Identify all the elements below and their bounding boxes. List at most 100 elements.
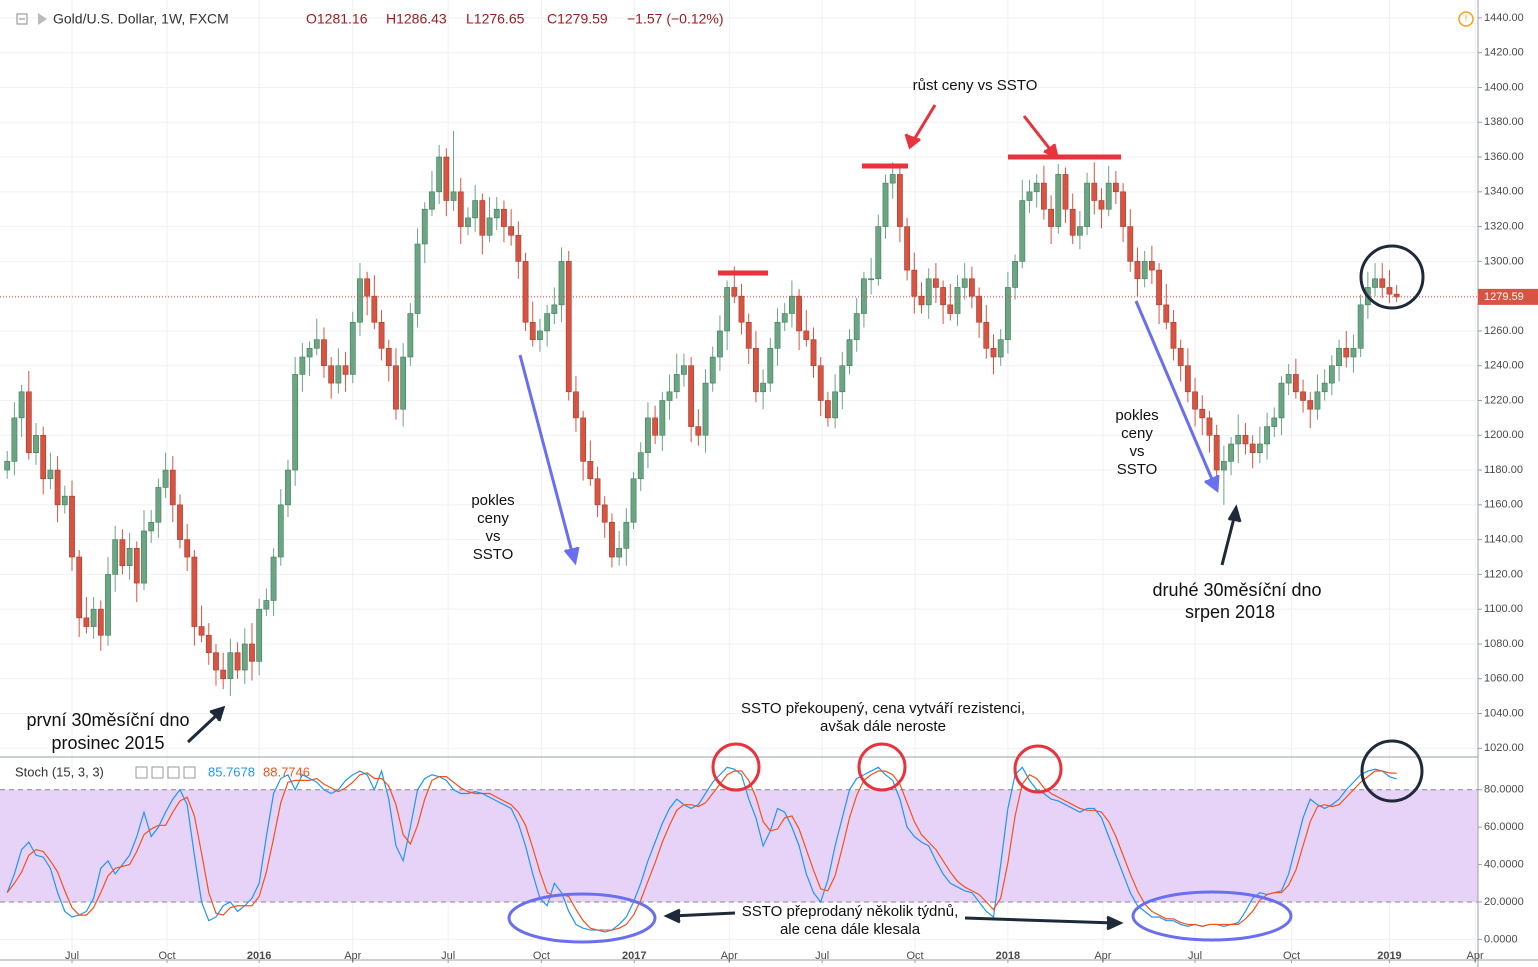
annotation: prosinec 2015 — [51, 733, 164, 753]
candle-body — [565, 261, 572, 393]
candle-body — [968, 278, 975, 297]
candle-body — [659, 400, 666, 436]
alert-icon[interactable] — [1458, 11, 1474, 27]
candle-body — [457, 191, 464, 227]
candle-body — [443, 156, 450, 201]
candle-body — [126, 548, 133, 567]
candle-body — [162, 469, 169, 488]
candle-body — [508, 226, 515, 236]
candle-body — [1040, 182, 1047, 210]
x-tick-label: Apr — [1467, 950, 1484, 962]
candle-body — [1127, 226, 1134, 262]
annotation: SSTO — [473, 546, 514, 563]
annotation: vs — [1130, 443, 1145, 460]
candle-body — [702, 382, 709, 436]
x-tick-label: Oct — [906, 950, 923, 962]
candle-body — [724, 287, 731, 332]
stoch-band — [0, 789, 1478, 903]
candle-body — [270, 556, 277, 601]
overbought-circle — [857, 742, 907, 792]
annotation: pokles — [1115, 407, 1158, 424]
candle-body — [522, 261, 529, 323]
ohlc-change: −1.57 (−0.12%) — [627, 11, 724, 27]
y-tick-label: 1160.00 — [1484, 499, 1523, 511]
candle-body — [1256, 443, 1263, 453]
candle-body — [789, 295, 795, 314]
symbol-title[interactable]: Gold/U.S. Dollar, 1W, FXCM — [53, 11, 229, 27]
y-tick-label: 1020.00 — [1484, 742, 1524, 754]
x-tick-label: 2016 — [247, 950, 271, 962]
stoch-title[interactable]: Stoch (15, 3, 3) — [15, 764, 104, 779]
y-tick-label: 1400.00 — [1484, 81, 1524, 93]
drawings — [186, 104, 1425, 944]
y-tick-label: 1360.00 — [1484, 151, 1524, 163]
candle-body — [932, 278, 939, 288]
candle-body — [623, 521, 630, 549]
y-tick-label: 1180.00 — [1484, 464, 1523, 476]
candle-body — [1012, 261, 1018, 288]
y-tick-label: 1260.00 — [1484, 325, 1524, 337]
x-tick-label: Jul — [1188, 950, 1202, 962]
oversold-ellipse — [1131, 890, 1293, 942]
dark-arrows — [186, 504, 1242, 931]
annotation: pokles — [471, 492, 514, 509]
marks — [0, 130, 1478, 933]
candle-body — [1120, 191, 1126, 227]
candle-body — [1091, 182, 1098, 201]
candle-body — [976, 295, 982, 323]
x-tick-label: Apr — [344, 950, 361, 962]
candle-body — [220, 669, 227, 680]
candle-body — [515, 234, 522, 262]
candle-body — [738, 295, 745, 323]
candle-body — [1314, 391, 1321, 410]
candle-body — [1271, 417, 1278, 427]
y-tick-label: 1340.00 — [1484, 186, 1524, 198]
candle-body — [760, 382, 767, 393]
oversold-ellipse — [507, 892, 657, 944]
candle-body — [1019, 200, 1026, 262]
collapse-icon[interactable] — [16, 13, 28, 25]
last-price-box — [1478, 288, 1538, 305]
candle-body — [321, 339, 327, 367]
indicator-buttons[interactable] — [135, 766, 196, 779]
candle-body — [1213, 434, 1220, 471]
candle-body — [205, 634, 212, 653]
candle-body — [889, 174, 896, 184]
x-tick-label: Oct — [533, 950, 550, 962]
candle-body — [882, 182, 889, 227]
candle-body — [256, 608, 263, 662]
candle-body — [328, 365, 335, 384]
candle-body — [652, 417, 659, 436]
ohlc-low: L1276.65 — [466, 11, 525, 27]
candle-body — [292, 374, 299, 471]
candle-body — [1220, 461, 1227, 471]
stoch-line — [6, 770, 1397, 931]
annotation: druhé 30měsíční dno — [1152, 580, 1321, 600]
stoch-line — [6, 766, 1397, 933]
candle-body — [378, 321, 385, 349]
candle-body — [18, 391, 25, 419]
candle-body — [486, 217, 493, 236]
candle-body — [1307, 400, 1314, 410]
candle-body — [177, 504, 183, 540]
candle-body — [1350, 348, 1357, 358]
candle-body — [1249, 443, 1256, 453]
candle-body — [97, 608, 104, 636]
candle-body — [868, 278, 875, 281]
candle-body — [105, 574, 111, 636]
candle-body — [1336, 348, 1342, 367]
candle-body — [429, 191, 435, 210]
candle-body — [709, 356, 716, 384]
ohlc-open: O1281.16 — [306, 11, 368, 27]
y-tick-label: 1300.00 — [1484, 255, 1524, 267]
annotation: SSTO — [1117, 461, 1158, 478]
candle-body — [666, 391, 673, 401]
symbol-icon — [38, 13, 47, 25]
x-tick-label: Apr — [1094, 950, 1111, 962]
candle-body — [832, 391, 839, 419]
candle-body — [558, 261, 565, 306]
candle-body — [1372, 278, 1378, 288]
y-tick-label: 1080.00 — [1484, 638, 1524, 650]
candle-body — [1292, 374, 1299, 393]
candle-body — [875, 226, 882, 280]
